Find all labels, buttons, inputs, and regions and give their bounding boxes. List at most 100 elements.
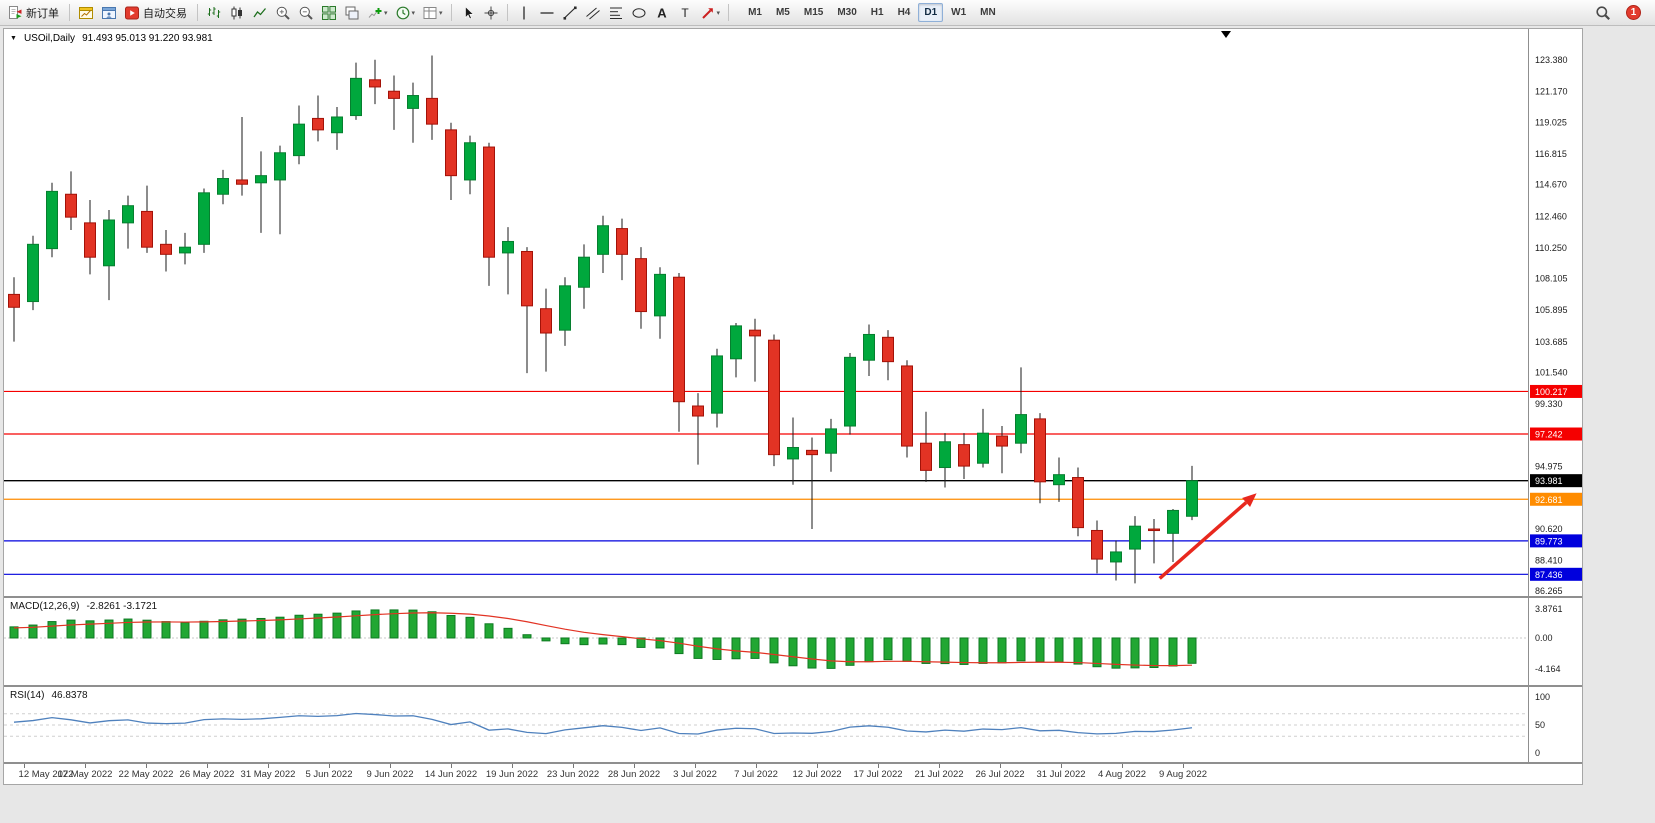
time-tick	[756, 764, 757, 768]
new-order-button[interactable]: 新订单	[4, 2, 64, 23]
time-tick	[1061, 764, 1062, 768]
time-label: 21 Jul 2022	[914, 769, 964, 780]
time-label: 26 May 2022	[179, 769, 235, 780]
rsi-panel: 100 50 0 RSI(14) 46.8378	[4, 687, 1582, 762]
equidistant-channel-button[interactable]	[582, 2, 604, 23]
notification-badge[interactable]: 1	[1626, 5, 1641, 20]
time-label: 19 Jun 2022	[485, 769, 539, 780]
profiles-icon	[102, 6, 116, 19]
tile-windows-button[interactable]	[318, 2, 340, 23]
indicators-button[interactable]: ▾	[364, 2, 391, 23]
time-label: 31 Jul 2022	[1036, 769, 1086, 780]
trendline-button[interactable]	[559, 2, 581, 23]
rsi-canvas[interactable]: 100 50 0	[4, 687, 1582, 762]
toolbar-separator	[197, 4, 198, 21]
svg-text:92.681: 92.681	[1535, 495, 1563, 505]
crosshair-button[interactable]	[480, 2, 502, 23]
svg-text:0: 0	[1535, 748, 1540, 758]
chevron-down-icon: ▾	[384, 9, 388, 17]
svg-text:123.380: 123.380	[1535, 55, 1568, 65]
timeframe-m5[interactable]: M5	[775, 7, 790, 18]
text-button[interactable]: A	[651, 2, 673, 23]
svg-text:110.250: 110.250	[1535, 243, 1567, 253]
time-label: 26 Jul 2022	[975, 769, 1025, 780]
panel-divider[interactable]	[4, 596, 1582, 598]
macd-histogram	[9, 609, 1197, 669]
charts-window-button[interactable]	[75, 2, 97, 23]
timeframe-m1[interactable]: M1	[748, 7, 762, 18]
vertical-line-button[interactable]	[513, 2, 535, 23]
neworder-icon	[9, 5, 22, 19]
timeframe-m30[interactable]: M30	[837, 7, 857, 18]
svg-text:-4.164: -4.164	[1535, 664, 1561, 674]
time-label: 9 Jun 2022	[366, 769, 414, 780]
candlestick-chart-button[interactable]	[226, 2, 248, 23]
rsi-label: RSI(14) 46.8378	[10, 690, 88, 701]
macd-signal-line	[13, 612, 1193, 667]
templates-icon	[423, 6, 437, 19]
svg-text:94.975: 94.975	[1535, 461, 1563, 471]
chart-symbol-period: USOil,Daily	[23, 33, 76, 44]
cursor-button[interactable]	[457, 2, 479, 23]
time-tick	[390, 764, 391, 768]
time-label: 23 Jun 2022	[546, 769, 600, 780]
panel-divider[interactable]	[4, 762, 1582, 764]
level-lines-layer[interactable]	[4, 390, 1528, 575]
toolbar-right-group: 1	[1592, 2, 1641, 23]
svg-text:114.670: 114.670	[1535, 180, 1567, 190]
time-tick	[512, 764, 513, 768]
chart-ohlc-values: 91.493 95.013 91.220 93.981	[82, 33, 213, 44]
crosshair-icon	[484, 6, 498, 19]
price-chart-canvas[interactable]: 123.380 121.170 119.025 116.815 114.670 112.4…	[4, 29, 1582, 596]
collapse-ohlc-icon[interactable]: ▼	[10, 35, 17, 42]
tline-icon	[563, 6, 577, 20]
chart-window: 123.380 121.170 119.025 116.815 114.670 112.4…	[3, 28, 1583, 785]
zoom-in-button[interactable]	[272, 2, 294, 23]
price-chart-panel: 123.380 121.170 119.025 116.815 114.670 112.4…	[4, 29, 1582, 596]
panel-divider[interactable]	[4, 685, 1582, 687]
svg-text:0.00: 0.00	[1535, 633, 1553, 643]
templates-button[interactable]: ▾	[419, 2, 446, 23]
svg-text:3.8761: 3.8761	[1535, 604, 1563, 614]
chart-shift-marker[interactable]	[1221, 31, 1231, 38]
trend-arrow-annotation[interactable]	[1158, 493, 1257, 580]
timeframe-h4[interactable]: H4	[897, 7, 911, 18]
candles-icon	[231, 6, 242, 19]
toolbar-separator	[450, 4, 452, 21]
arrows-button[interactable]: ▾	[697, 2, 724, 23]
cascade-windows-button[interactable]	[341, 2, 363, 23]
timeframe-h1[interactable]: H1	[870, 7, 884, 18]
linechart-icon	[253, 7, 266, 17]
bar-chart-button[interactable]	[203, 2, 225, 23]
timeframe-d1[interactable]: D1	[918, 3, 944, 22]
autotrade-icon	[125, 6, 139, 19]
text-label-button[interactable]: T	[674, 2, 696, 23]
chart-title: ▼ USOil,Daily 91.493 95.013 91.220 93.98…	[10, 33, 213, 44]
svg-text:100: 100	[1535, 692, 1550, 702]
horizontal-line-button[interactable]	[536, 2, 558, 23]
time-label: 22 May 2022	[118, 769, 174, 780]
arrows-icon	[701, 7, 713, 19]
svg-text:T: T	[681, 6, 689, 20]
new-order-button-label: 新订单	[26, 7, 59, 20]
timeframe-w1[interactable]: W1	[951, 7, 967, 18]
svg-text:100.217: 100.217	[1535, 387, 1568, 397]
profiles-button[interactable]	[98, 2, 120, 23]
shapes-button[interactable]	[628, 2, 650, 23]
zoom-out-button[interactable]	[295, 2, 317, 23]
svg-text:A: A	[657, 5, 667, 20]
svg-text:99.330: 99.330	[1535, 399, 1563, 409]
time-axis[interactable]: 12 May 2022 17 May 2022 22 May 2022 26 May …	[4, 764, 1582, 784]
timeframe-mn[interactable]: MN	[980, 7, 996, 18]
timeframe-m15[interactable]: M15	[803, 7, 824, 18]
macd-canvas[interactable]: 3.8761 0.00 -4.164	[4, 598, 1582, 685]
time-label: 4 Aug 2022	[1097, 769, 1147, 780]
search-button[interactable]	[1592, 2, 1614, 23]
svg-text:112.460: 112.460	[1535, 211, 1567, 221]
periods-button[interactable]: ▾	[392, 2, 419, 23]
time-label: 9 Aug 2022	[1158, 769, 1208, 780]
fibonacci-button[interactable]	[605, 2, 627, 23]
svg-text:101.540: 101.540	[1535, 368, 1568, 378]
line-chart-button[interactable]	[249, 2, 271, 23]
auto-trading-button[interactable]: 自动交易	[121, 2, 192, 23]
